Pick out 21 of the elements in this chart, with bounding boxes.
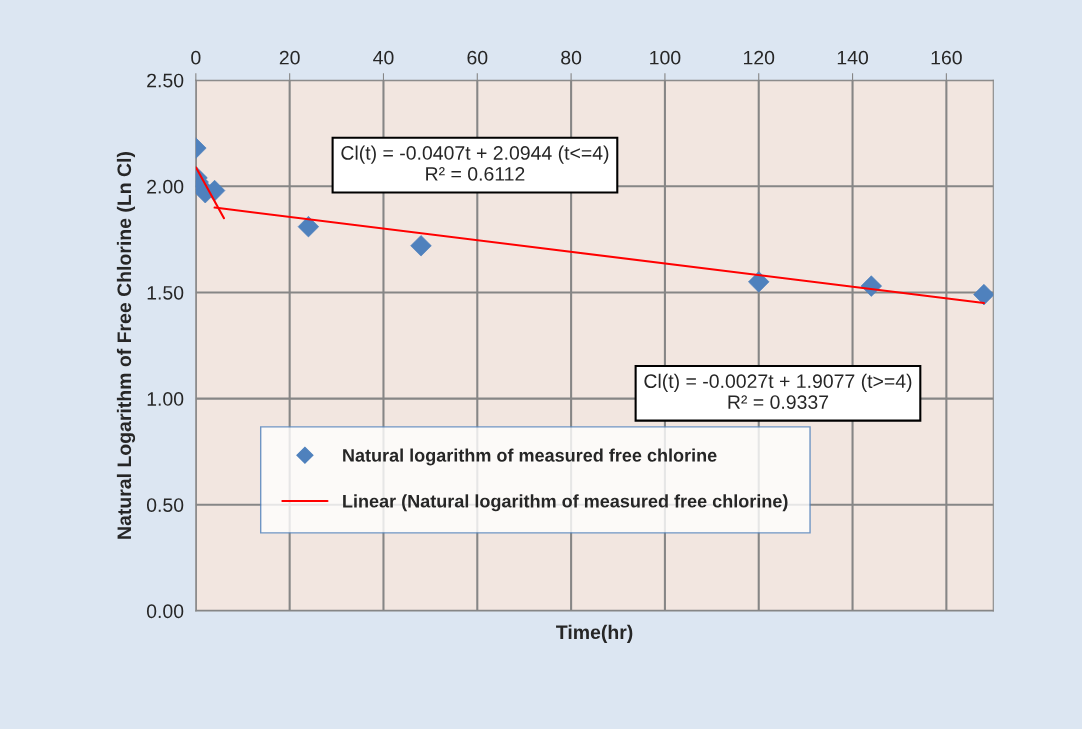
x-axis-title: Time(hr) bbox=[556, 624, 633, 643]
annotation: Cl(t) = -0.0027t + 1.9077 (t>=4) R² = 0.9337 bbox=[644, 373, 912, 409]
x-tick-label: 60 bbox=[467, 50, 488, 65]
x-tick-label: 140 bbox=[837, 50, 869, 65]
x-tick-label: 40 bbox=[373, 50, 394, 65]
y-tick-label: 0.50 bbox=[146, 498, 184, 512]
x-tick-label: 160 bbox=[931, 50, 962, 65]
y-tick-label: 1.50 bbox=[147, 285, 184, 300]
legend-label: Linear (Natural logarithm of measured free chlorine) bbox=[343, 494, 788, 512]
x-tick-label: 120 bbox=[744, 50, 775, 65]
y-tick-label: 0.00 bbox=[146, 604, 184, 619]
x-tick-label: 0 bbox=[191, 50, 201, 65]
annotation: Cl(t) = -0.0407t + 2.0944 (t<=4) R² = 0.6112 bbox=[341, 145, 609, 181]
x-tick-label: 80 bbox=[561, 50, 582, 65]
legend-label: Natural logarithm of measured free chlorine bbox=[343, 448, 717, 466]
x-tick-label: 100 bbox=[650, 50, 681, 65]
y-tick-label: 1.00 bbox=[147, 392, 184, 406]
x-tick-label: 20 bbox=[279, 50, 300, 65]
y-axis-title: Natural Logarithm of Free Chlorine (Ln Cl) bbox=[116, 152, 136, 539]
y-tick-label: 2.50 bbox=[147, 73, 184, 88]
y-tick-label: 2.00 bbox=[147, 179, 184, 194]
